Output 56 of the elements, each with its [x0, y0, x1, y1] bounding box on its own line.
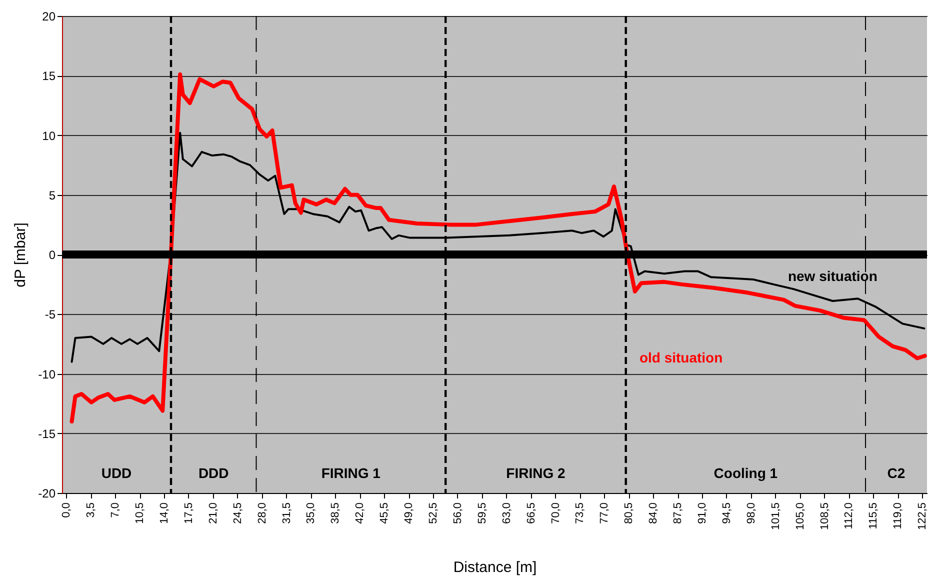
x-tick-label: 38,5	[330, 502, 342, 524]
y-tick-label: 0	[48, 248, 56, 262]
x-tick-label: 70,0	[550, 502, 562, 524]
annotation: Cooling 1	[714, 465, 778, 481]
x-tick-label: 98,0	[745, 502, 758, 524]
x-tick-label: 84,0	[648, 502, 660, 524]
x-tick-label: 119,0	[892, 502, 904, 530]
y-axis-title: dP [mbar]	[12, 222, 30, 288]
x-tick-label: 3,5	[85, 502, 98, 518]
x-tick-label: 73,5	[574, 502, 586, 524]
x-tick-label: 122,5	[916, 502, 929, 530]
x-tick-label: 87,5	[672, 502, 684, 524]
x-tick-label: 28,0	[256, 502, 268, 524]
series-label: new situation	[788, 268, 878, 284]
x-tick-label: 91,0	[696, 502, 709, 524]
x-tick-label: 17,5	[182, 502, 195, 524]
x-tick-label: 14,0	[158, 502, 171, 524]
x-tick-label: 24,5	[232, 502, 244, 524]
y-tick-label: -20	[38, 486, 56, 500]
x-tick-label: 21,0	[207, 502, 220, 524]
annotation: DDD	[198, 465, 229, 481]
x-tick-label: 115,5	[868, 502, 880, 530]
x-tick-label: 94,5	[720, 502, 733, 524]
x-tick-label: 59,5	[476, 502, 488, 524]
x-tick-label: 0,0	[60, 502, 73, 518]
x-tick-label: 56,0	[452, 502, 464, 524]
x-tick-label: 105,0	[794, 502, 806, 530]
annotation: UDD	[101, 465, 132, 481]
x-tick-label: 42,0	[354, 502, 366, 524]
x-tick-label: 35,0	[305, 502, 318, 524]
annotation: C2	[887, 465, 906, 481]
x-tick-label: 66,5	[525, 502, 538, 524]
x-tick-label: 49,0	[403, 502, 416, 524]
x-tick-label: 80,5	[623, 502, 636, 524]
y-tick-label: 5	[48, 188, 56, 202]
x-tick-label: 63,0	[500, 502, 513, 524]
x-tick-label: 45,5	[378, 502, 391, 524]
y-tick-label: 10	[42, 128, 56, 143]
x-tick-label: 101,5	[770, 502, 782, 530]
annotation: FIRING 1	[321, 465, 381, 481]
x-tick-label: 108,5	[818, 502, 831, 530]
annotation: FIRING 2	[506, 465, 566, 481]
text: old situation	[639, 349, 723, 366]
y-tick-label: -10	[38, 367, 56, 382]
x-tick-label: 31,5	[280, 502, 293, 524]
x-tick-label: 112,0	[843, 502, 856, 530]
x-tick-label: 10,5	[134, 502, 146, 524]
x-tick-label: 7,0	[110, 502, 122, 518]
y-tick-label: 15	[42, 69, 56, 84]
line-series	[70, 72, 927, 424]
y-tick-label: -15	[38, 426, 56, 441]
x-tick-label: 52,5	[428, 502, 440, 524]
y-tick-label: -5	[44, 308, 56, 322]
x-axis-title: Distance [m]	[453, 559, 537, 576]
x-tick-label: 77,0	[598, 502, 611, 524]
y-tick-label: 20	[42, 10, 56, 24]
